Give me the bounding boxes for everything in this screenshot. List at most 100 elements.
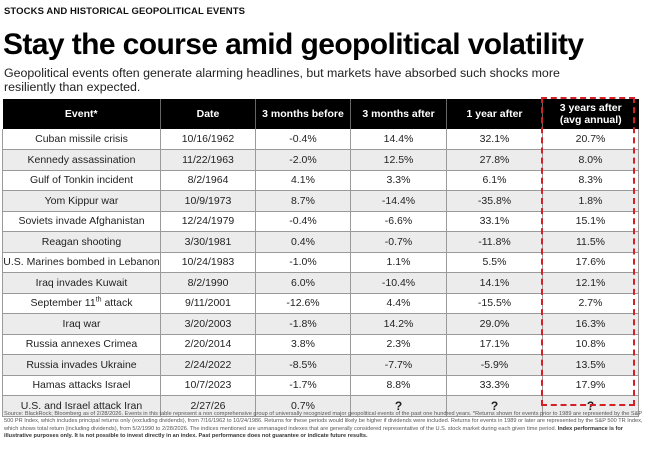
table-row: Hamas attacks Israel 10/7/2023 -1.7% 8.8% 33… xyxy=(2,375,639,396)
cell-event: September 11th attack xyxy=(2,293,161,314)
cell-before3m: -12.6% xyxy=(255,293,351,314)
cell-after3y: 8.3% xyxy=(542,170,639,191)
cell-event-pre: September 11 xyxy=(30,297,96,310)
cell-after3m: ? xyxy=(350,395,447,417)
cell-date: 12/24/1979 xyxy=(160,211,256,232)
cell-event: Soviets invade Afghanistan xyxy=(2,211,161,232)
cell-before3m: 8.7% xyxy=(255,190,351,212)
cell-after3y: 20.7% xyxy=(542,129,639,150)
cell-after1y: 6.1% xyxy=(446,170,543,191)
col-header-event: Event* xyxy=(2,99,161,129)
cell-after1y: -5.9% xyxy=(446,354,543,376)
table-row: Iraq war 3/20/2003 -1.8% 14.2% 29.0% 16.3% xyxy=(2,313,639,335)
cell-before3m: -1.7% xyxy=(255,375,351,396)
cell-event-sup: th xyxy=(95,296,102,304)
cell-after1y: -11.8% xyxy=(446,231,543,253)
cell-after3m: 8.8% xyxy=(350,375,447,396)
cell-date: 11/22/1963 xyxy=(160,149,256,171)
cell-after3y: 15.1% xyxy=(542,211,639,232)
cell-after1y: ? xyxy=(446,395,543,417)
cell-date: 3/30/1981 xyxy=(160,231,256,253)
cell-after3m: 14.2% xyxy=(350,313,447,335)
cell-event: U.S. Marines bombed in Lebanon xyxy=(2,252,161,273)
cell-before3m: 0.7% xyxy=(255,395,351,417)
cell-after3m: -7.7% xyxy=(350,354,447,376)
table-row: Iraq invades Kuwait 8/2/1990 6.0% -10.4% 14.… xyxy=(2,272,639,294)
cell-after1y: -35.8% xyxy=(446,190,543,212)
cell-after3y: 17.9% xyxy=(542,375,639,396)
table-header-row: Event* Date 3 months before 3 months aft… xyxy=(2,99,639,129)
cell-after3m: -0.7% xyxy=(350,231,447,253)
cell-after3m: -10.4% xyxy=(350,272,447,294)
cell-event: Gulf of Tonkin incident xyxy=(2,170,161,191)
cell-after3m: 3.3% xyxy=(350,170,447,191)
cell-event: Kennedy assassination xyxy=(2,149,161,171)
cell-event: Reagan shooting xyxy=(2,231,161,253)
cell-date: 8/2/1990 xyxy=(160,272,256,294)
cell-event: Hamas attacks Israel xyxy=(2,375,161,396)
cell-event: U.S. and Israel attack Iran xyxy=(2,395,161,417)
cell-after3y: 13.5% xyxy=(542,354,639,376)
cell-after3y: 16.3% xyxy=(542,313,639,335)
cell-date: 3/20/2003 xyxy=(160,313,256,335)
cell-after1y: 33.1% xyxy=(446,211,543,232)
cell-after1y: 32.1% xyxy=(446,129,543,150)
col-header-date: Date xyxy=(160,99,256,129)
cell-event: Russia invades Ukraine xyxy=(2,354,161,376)
cell-date: 2/20/2014 xyxy=(160,334,256,355)
cell-after3m: 1.1% xyxy=(350,252,447,273)
table-row: Cuban missile crisis 10/16/1962 -0.4% 14.4%… xyxy=(2,129,639,150)
cell-date: 2/24/2022 xyxy=(160,354,256,376)
page-subtitle: Geopolitical events often generate alarm… xyxy=(4,66,560,94)
cell-after3m: 14.4% xyxy=(350,129,447,150)
cell-after3m: 4.4% xyxy=(350,293,447,314)
page-title: Stay the course amid geopolitical volati… xyxy=(3,28,584,61)
cell-after3m: 12.5% xyxy=(350,149,447,171)
col-header-3m-before: 3 months before xyxy=(255,99,351,129)
events-table: Event* Date 3 months before 3 months aft… xyxy=(2,99,639,417)
cell-before3m: -1.8% xyxy=(255,313,351,335)
footnote: Source: BlackRock; Bloomberg as of 2/28/… xyxy=(4,411,644,441)
cell-after1y: 5.5% xyxy=(446,252,543,273)
cell-event: Russia annexes Crimea xyxy=(2,334,161,355)
footnote-disclaimer: Index performance is for illustrative pu… xyxy=(4,425,623,440)
cell-before3m: -2.0% xyxy=(255,149,351,171)
cell-date: 10/9/1973 xyxy=(160,190,256,212)
cell-after3m: -6.6% xyxy=(350,211,447,232)
cell-before3m: -1.0% xyxy=(255,252,351,273)
cell-after1y: 29.0% xyxy=(446,313,543,335)
cell-before3m: 4.1% xyxy=(255,170,351,191)
cell-after3m: -14.4% xyxy=(350,190,447,212)
table-row: Russia invades Ukraine 2/24/2022 -8.5% -7.7… xyxy=(2,354,639,376)
cell-event: Iraq invades Kuwait xyxy=(2,272,161,294)
table-row: Russia annexes Crimea 2/20/2014 3.8% 2.3% 17… xyxy=(2,334,639,355)
cell-date: 10/24/1983 xyxy=(160,252,256,273)
col-header-3m-after: 3 months after xyxy=(350,99,447,129)
cell-date: 10/16/1962 xyxy=(160,129,256,150)
cell-before3m: 6.0% xyxy=(255,272,351,294)
col-header-3y-line2: (avg annual) xyxy=(559,114,622,126)
cell-after3y: 10.8% xyxy=(542,334,639,355)
cell-after1y: 33.3% xyxy=(446,375,543,396)
cell-after3y: 1.8% xyxy=(542,190,639,212)
cell-after3y: 2.7% xyxy=(542,293,639,314)
cell-date: 10/7/2023 xyxy=(160,375,256,396)
cell-before3m: 0.4% xyxy=(255,231,351,253)
cell-before3m: 3.8% xyxy=(255,334,351,355)
col-header-3y-after: 3 years after (avg annual) xyxy=(542,99,639,129)
cell-event: Iraq war xyxy=(2,313,161,335)
cell-after1y: -15.5% xyxy=(446,293,543,314)
cell-before3m: -0.4% xyxy=(255,129,351,150)
table-row: Soviets invade Afghanistan 12/24/1979 -0.4… xyxy=(2,211,639,232)
cell-after1y: 14.1% xyxy=(446,272,543,294)
cell-after1y: 17.1% xyxy=(446,334,543,355)
cell-after1y: 27.8% xyxy=(446,149,543,171)
section-kicker: STOCKS AND HISTORICAL GEOPOLITICAL EVENT… xyxy=(4,6,246,17)
table-row: September 11th attack 9/11/2001 -12.6% 4.4%… xyxy=(2,293,639,314)
table-row: Gulf of Tonkin incident 8/2/1964 4.1% 3.3% 6… xyxy=(2,170,639,191)
cell-event: Yom Kippur war xyxy=(2,190,161,212)
cell-date: 2/27/26 xyxy=(160,395,256,417)
cell-after3m: 2.3% xyxy=(350,334,447,355)
col-header-1y-after: 1 year after xyxy=(446,99,543,129)
cell-after3y: 12.1% xyxy=(542,272,639,294)
